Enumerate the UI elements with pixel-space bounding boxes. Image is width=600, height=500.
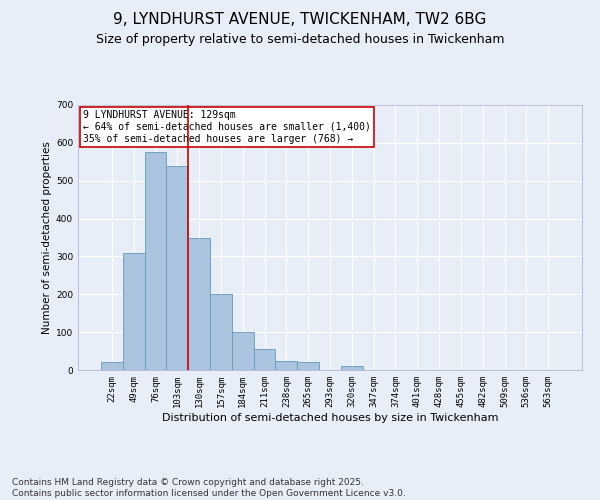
Bar xyxy=(145,152,166,370)
Bar xyxy=(188,238,210,370)
Text: Contains HM Land Registry data © Crown copyright and database right 2025.
Contai: Contains HM Land Registry data © Crown c… xyxy=(12,478,406,498)
Bar xyxy=(297,362,319,370)
Text: 9 LYNDHURST AVENUE: 129sqm
← 64% of semi-detached houses are smaller (1,400)
35%: 9 LYNDHURST AVENUE: 129sqm ← 64% of semi… xyxy=(83,110,371,144)
Bar xyxy=(101,362,123,370)
Bar xyxy=(275,360,297,370)
Bar xyxy=(123,252,145,370)
Text: 9, LYNDHURST AVENUE, TWICKENHAM, TW2 6BG: 9, LYNDHURST AVENUE, TWICKENHAM, TW2 6BG xyxy=(113,12,487,28)
Bar xyxy=(166,166,188,370)
Y-axis label: Number of semi-detached properties: Number of semi-detached properties xyxy=(42,141,52,334)
X-axis label: Distribution of semi-detached houses by size in Twickenham: Distribution of semi-detached houses by … xyxy=(162,412,498,422)
Bar xyxy=(232,332,254,370)
Bar xyxy=(254,349,275,370)
Bar xyxy=(210,294,232,370)
Bar xyxy=(341,366,363,370)
Text: Size of property relative to semi-detached houses in Twickenham: Size of property relative to semi-detach… xyxy=(96,32,504,46)
